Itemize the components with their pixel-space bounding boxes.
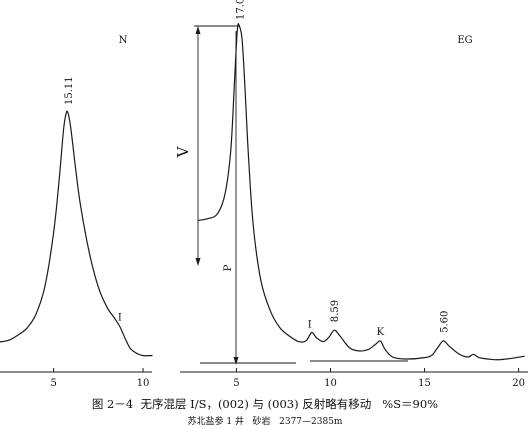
panel-eg-ticks: 5 10 15 20 xyxy=(233,368,525,389)
figure-subcaption: 苏北盐参 1 井 砂岩 2377—2385m xyxy=(187,417,343,427)
figure-caption: 图 2－4 无序混层 I/S，(002) 与 (003) 反射略有移动 %S＝9… xyxy=(91,397,439,411)
v-arrow-top xyxy=(195,26,201,34)
panel-eg-label: EG xyxy=(457,35,472,46)
panel-n-tick-label-10: 10 xyxy=(137,378,150,389)
panel-eg-annotation-4: 5.60 xyxy=(439,311,450,333)
panel-eg-curve xyxy=(198,23,525,361)
panel-eg-tick-label-5: 5 xyxy=(233,378,239,389)
panel-n-ticks: 5 10 xyxy=(50,368,149,389)
panel-eg: 5 10 15 20 V P EG 17.0 I 8.59 K 5.60 xyxy=(174,0,528,389)
panel-eg-annotation-1: I xyxy=(308,320,312,331)
panel-n-label: N xyxy=(119,35,128,46)
panel-eg-tick-label-10: 10 xyxy=(324,378,337,389)
panel-n-curve xyxy=(0,110,153,357)
panel-eg-tick-label-15: 15 xyxy=(418,378,431,389)
panel-n-annotation-1: I xyxy=(118,313,122,324)
panel-eg-annotation-2: 8.59 xyxy=(330,300,341,322)
p-marker-label: P xyxy=(223,264,234,271)
panel-eg-annotation-3: K xyxy=(377,327,385,338)
panel-n-annotations: 15.11 I xyxy=(64,76,122,323)
v-marker-label: V xyxy=(174,145,192,158)
panel-eg-tick-label-20: 20 xyxy=(512,378,525,389)
panel-eg-annotations: 17.0 I 8.59 K 5.60 xyxy=(235,0,450,338)
panel-eg-annotation-0: 17.0 xyxy=(235,0,246,20)
v-arrow-bottom xyxy=(195,258,201,266)
panel-n-annotation-0: 15.11 xyxy=(64,76,75,105)
panel-n: 5 10 N 15.11 I xyxy=(0,35,153,389)
panel-n-tick-label-5: 5 xyxy=(50,378,56,389)
p-arrow-bottom xyxy=(233,357,239,365)
